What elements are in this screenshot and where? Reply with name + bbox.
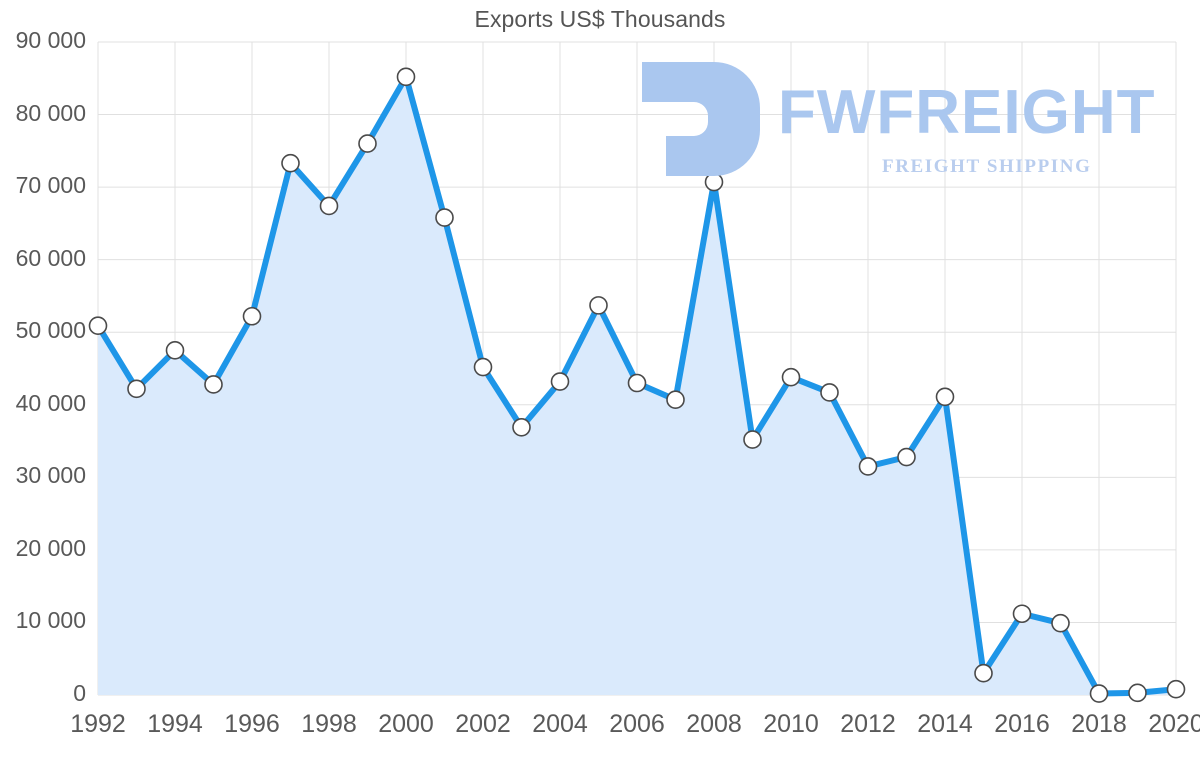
data-point-marker: 2006: 43000 — [627, 373, 647, 393]
data-point-marker: 1996: 52200 — [242, 306, 262, 326]
y-axis-tick-label: 20 000 — [15, 534, 86, 561]
y-axis-tick-label: 50 000 — [15, 317, 86, 344]
x-axis-tick-label: 1994 — [147, 710, 203, 738]
data-point-marker: 2009: 35200 — [743, 430, 762, 449]
data-point-marker: 2016: 11200 — [1012, 604, 1032, 624]
y-axis-tick-label: 90 000 — [15, 27, 86, 53]
data-point-marker: 2000: 85200 — [396, 67, 416, 87]
x-axis-tick-label: 2014 — [917, 710, 973, 738]
data-point-marker: 1994: 47500 — [165, 341, 185, 360]
data-point-marker: 2002: 45200 — [473, 357, 493, 377]
data-point-marker: 1997: 73300 — [281, 153, 300, 173]
x-axis-tick-label: 2004 — [532, 710, 588, 738]
data-point-marker: 2005: 53700 — [589, 296, 608, 315]
chart-title: Exports US$ Thousands — [474, 6, 726, 32]
x-axis-tick-label: 2002 — [455, 710, 511, 738]
data-point-marker: 2018: 200 — [1089, 684, 1109, 703]
x-axis-tick-label: 1996 — [224, 710, 280, 738]
x-axis-tick-label: 2012 — [840, 710, 896, 738]
data-point-marker: 1995: 42800 — [204, 375, 223, 394]
x-axis-tick-label: 2006 — [609, 710, 665, 738]
data-point-marker: 1999: 76000 — [358, 134, 377, 153]
data-point-marker: 2001: 65800 — [435, 208, 454, 227]
x-axis-tick-label: 2016 — [994, 710, 1050, 738]
x-axis-tick-label: 2018 — [1071, 710, 1127, 738]
data-point-marker: 2008: 70700 — [704, 172, 724, 192]
data-point-marker: 2010: 43800 — [781, 367, 801, 387]
y-axis-tick-label: 70 000 — [15, 172, 86, 199]
x-axis-tick-label: 2010 — [763, 710, 819, 738]
data-point-marker: 1998: 67400 — [319, 196, 339, 216]
y-axis-tick-label: 10 000 — [15, 607, 86, 634]
y-axis-tick-label: 0 — [73, 680, 86, 706]
data-point-marker: 2019: 300 — [1128, 683, 1147, 703]
data-point-marker: 2003: 36900 — [512, 417, 531, 437]
data-point-marker: 2011: 41700 — [820, 383, 839, 402]
y-axis-tick-label: 80 000 — [15, 99, 86, 126]
data-point-marker: 2014: 41100 — [935, 387, 955, 407]
data-point-marker: 2007: 40700 — [666, 390, 685, 410]
x-axis-tick-label: 2000 — [378, 710, 434, 738]
x-axis-tick-label: 1992 — [70, 710, 126, 738]
data-point-marker: 2013: 32800 — [897, 447, 916, 467]
y-axis-tick-label: 60 000 — [15, 244, 86, 271]
x-axis-tick-label: 2020 — [1148, 710, 1200, 738]
data-point-marker: 2004: 43200 — [550, 372, 570, 391]
data-point-marker: 2020: 800 — [1166, 679, 1186, 699]
y-axis-tick-label: 30 000 — [15, 462, 86, 489]
x-axis-tick-label: 2008 — [686, 710, 742, 738]
data-point-marker: 1992: 50900 — [88, 316, 108, 335]
data-point-marker: 2017: 9900 — [1051, 613, 1070, 633]
x-axis-tick-label: 1998 — [301, 710, 357, 738]
y-axis-tick-label: 40 000 — [15, 389, 86, 416]
data-point-marker: 1993: 42200 — [127, 379, 146, 399]
data-point-marker: 2012: 31500 — [858, 457, 878, 476]
data-point-markers: 1992: 50900 1993: 42200 1994: 47500 1995: 4… — [88, 67, 1186, 703]
